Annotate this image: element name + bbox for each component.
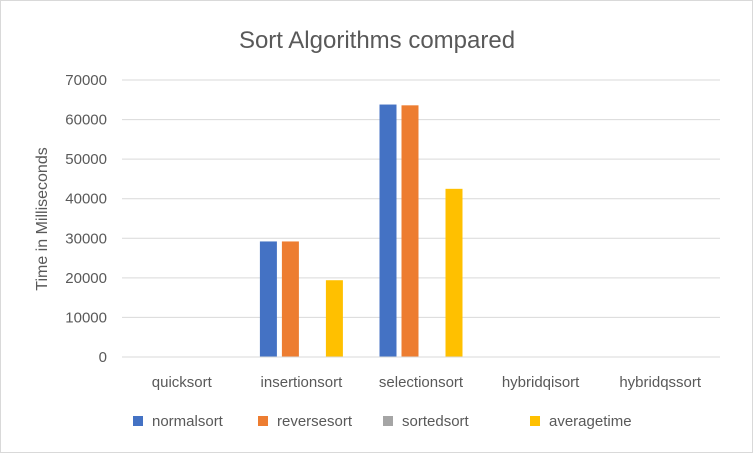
legend-swatch-averagetime bbox=[530, 416, 540, 426]
y-tick-label: 0 bbox=[99, 349, 107, 366]
y-tick-labels: 0 10000 20000 30000 40000 50000 60000 70000 bbox=[65, 72, 107, 366]
x-category-label: hybridqssort bbox=[619, 374, 702, 391]
x-category-label: quicksort bbox=[152, 374, 213, 391]
y-tick-label: 70000 bbox=[65, 72, 107, 89]
bar-averagetime-insertionsort bbox=[325, 280, 343, 357]
legend: normalsort reversesort sortedsort averageti… bbox=[133, 413, 632, 430]
gridlines bbox=[122, 79, 720, 318]
bars bbox=[259, 104, 463, 357]
legend-swatch-sortedsort bbox=[383, 416, 393, 426]
x-category-label: insertionsort bbox=[261, 374, 344, 391]
legend-label-averagetime: averagetime bbox=[549, 413, 632, 430]
y-tick-label: 10000 bbox=[65, 309, 107, 326]
category-labels: quicksort insertionsort selectionsort hybri… bbox=[152, 374, 702, 391]
bar-reversesort-insertionsort bbox=[281, 241, 299, 357]
legend-swatch-reversesort bbox=[258, 416, 268, 426]
bar-reversesort-selectionsort bbox=[401, 105, 419, 357]
legend-label-reversesort: reversesort bbox=[277, 413, 353, 430]
y-tick-label: 40000 bbox=[65, 191, 107, 208]
y-tick-label: 60000 bbox=[65, 112, 107, 129]
legend-label-sortedsort: sortedsort bbox=[402, 413, 470, 430]
x-category-label: hybridqisort bbox=[502, 374, 580, 391]
x-category-label: selectionsort bbox=[379, 374, 464, 391]
bar-averagetime-selectionsort bbox=[445, 188, 463, 357]
bar-normalsort-selectionsort bbox=[379, 104, 397, 357]
legend-swatch-normalsort bbox=[133, 416, 143, 426]
bar-normalsort-insertionsort bbox=[259, 241, 277, 357]
legend-label-normalsort: normalsort bbox=[152, 413, 224, 430]
chart-title: Sort Algorithms compared bbox=[239, 27, 515, 54]
y-tick-label: 50000 bbox=[65, 151, 107, 168]
y-tick-label: 20000 bbox=[65, 270, 107, 287]
y-axis-label: Time in Milliseconds bbox=[34, 147, 51, 290]
y-tick-label: 30000 bbox=[65, 230, 107, 247]
